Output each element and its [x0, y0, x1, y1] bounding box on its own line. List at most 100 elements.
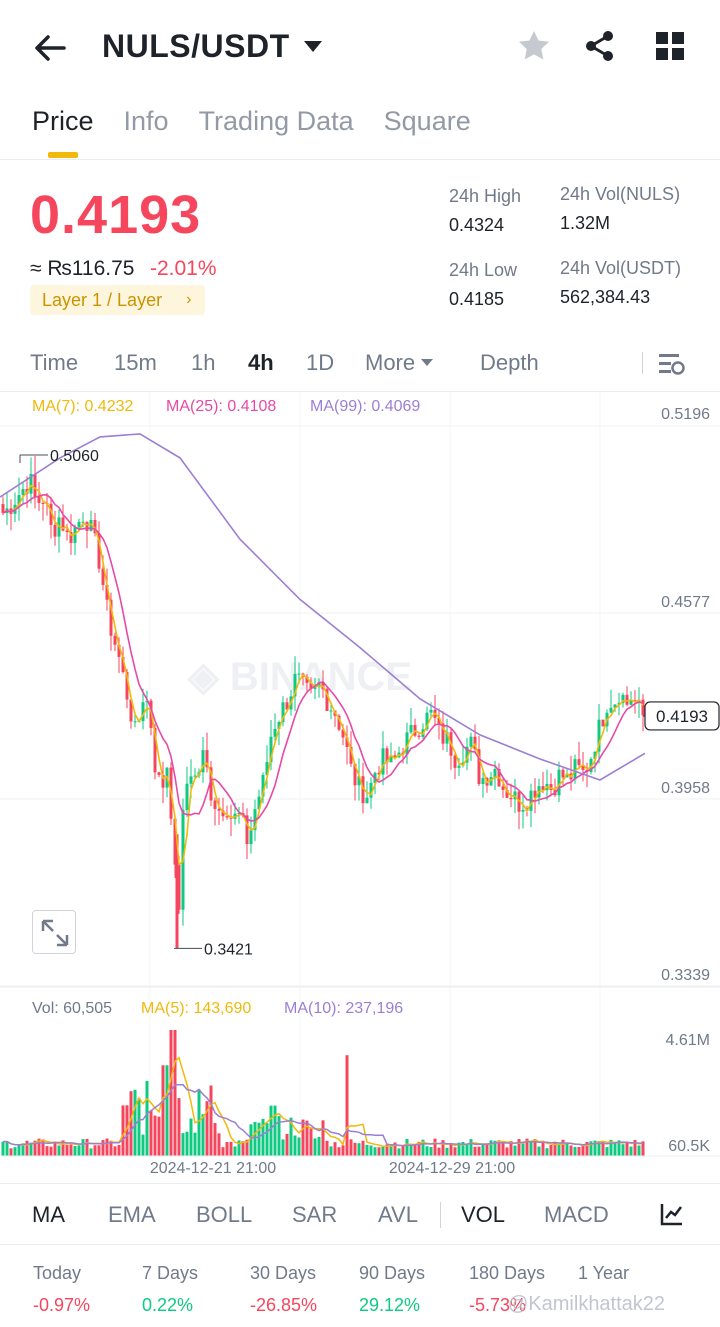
indicator-boll[interactable]: BOLL — [196, 1202, 253, 1227]
indicator-ma[interactable]: MA — [32, 1202, 65, 1227]
candle-body — [597, 719, 601, 752]
expand-button[interactable] — [32, 910, 76, 954]
share-icon[interactable] — [582, 28, 618, 64]
volume-bar — [61, 1140, 65, 1156]
volume-bar — [625, 1142, 629, 1156]
volume-bar — [157, 1116, 161, 1156]
volume-bar — [9, 1148, 13, 1156]
volume-bar — [541, 1140, 545, 1156]
volume-bar — [137, 1098, 141, 1156]
volume-bar — [305, 1120, 309, 1156]
volume-bar — [445, 1147, 449, 1156]
indicator-macd[interactable]: MACD — [544, 1202, 609, 1227]
perf-value-today: -0.97% — [33, 1295, 91, 1315]
indicator-avl[interactable]: AVL — [378, 1202, 418, 1227]
candle-body — [445, 732, 449, 744]
volume-bar — [629, 1146, 633, 1156]
candle-body — [205, 750, 209, 768]
candle-body — [209, 767, 213, 801]
indicator-settings-icon[interactable] — [658, 1200, 686, 1228]
volume-bar — [397, 1148, 401, 1156]
tab-trading-data[interactable]: Trading Data — [198, 106, 354, 136]
candle-body — [37, 496, 41, 503]
interval-4h[interactable]: 4h — [248, 350, 274, 375]
volume-bar — [181, 1133, 185, 1156]
volume-bar — [573, 1146, 577, 1156]
volume-bar — [93, 1145, 97, 1156]
volume-tick-label: 60.5K — [668, 1138, 710, 1155]
candle-body — [501, 786, 505, 790]
volume-bar — [489, 1140, 493, 1156]
candle-body — [177, 864, 181, 910]
candle-body — [381, 748, 385, 775]
volume-bar — [389, 1145, 393, 1156]
volume-bar — [217, 1133, 221, 1156]
volume-bar — [393, 1142, 397, 1156]
volume-bar — [253, 1121, 257, 1156]
indicator-vol[interactable]: VOL — [461, 1202, 506, 1227]
star-icon[interactable] — [516, 28, 552, 64]
candle-body — [277, 722, 281, 729]
high-value: 0.4324 — [449, 215, 505, 235]
volume-bar — [45, 1146, 49, 1156]
volume-bar — [193, 1132, 197, 1156]
tab-info[interactable]: Info — [123, 106, 169, 136]
pair-selector[interactable]: NULS/USDT — [102, 28, 322, 65]
tab-square[interactable]: Square — [383, 106, 471, 136]
volume-bar — [209, 1085, 213, 1156]
volume-bar — [105, 1138, 109, 1156]
y-tick-label: 0.5196 — [661, 406, 710, 423]
candle-body — [65, 530, 69, 533]
perf-label-7d: 7 Days — [142, 1263, 199, 1283]
volume-bar — [465, 1144, 469, 1156]
candle-body — [633, 700, 637, 702]
grid-icon[interactable] — [652, 28, 688, 64]
interval-15m[interactable]: 15m — [114, 350, 157, 375]
high-label: 24h High — [449, 186, 522, 206]
candle-body — [429, 709, 433, 713]
volume-bar — [349, 1139, 353, 1156]
indicator-ema[interactable]: EMA — [108, 1202, 156, 1227]
candle-body — [245, 815, 249, 845]
interval-more[interactable]: More — [365, 350, 434, 376]
candle-body — [417, 735, 421, 737]
volume-bar — [269, 1105, 273, 1156]
volume-bar — [245, 1139, 249, 1156]
candle-body — [129, 699, 133, 722]
interval-1h[interactable]: 1h — [191, 350, 216, 375]
interval-time[interactable]: Time — [30, 350, 79, 375]
interval-1d[interactable]: 1D — [306, 350, 335, 375]
tab-price[interactable]: Price — [32, 106, 94, 158]
last-price-label: 0.4193 — [656, 707, 708, 726]
volume-bar — [141, 1134, 145, 1156]
candle-body — [481, 777, 485, 785]
interval-depth[interactable]: Depth — [480, 350, 539, 375]
volume-bar — [485, 1144, 489, 1156]
volume-bar — [601, 1141, 605, 1156]
price-chart[interactable]: ◈ BINANCE0.51960.45770.39580.33390.50600… — [0, 392, 720, 1182]
volume-bar — [273, 1105, 277, 1156]
volume-bar — [621, 1144, 625, 1156]
volume-bar — [581, 1145, 585, 1156]
volume-bar — [533, 1139, 537, 1156]
volume-bar — [241, 1141, 245, 1156]
candle-body — [101, 568, 105, 585]
volume-bar — [569, 1145, 573, 1156]
volume-bar — [481, 1143, 485, 1156]
ma25-line — [2, 493, 644, 822]
back-arrow-icon[interactable] — [30, 28, 70, 68]
indicator-sar[interactable]: SAR — [292, 1202, 338, 1227]
candle-body — [341, 729, 345, 738]
candle-body — [437, 717, 441, 724]
volume-bar — [233, 1146, 237, 1156]
chart-settings-icon[interactable] — [656, 350, 686, 378]
volume-bar — [285, 1133, 289, 1156]
volume-bar — [169, 1030, 173, 1156]
low-label: 24h Low — [449, 260, 518, 280]
candle-body — [493, 769, 497, 778]
candle-body — [217, 808, 221, 811]
candle-body — [201, 750, 205, 773]
category-tag[interactable]: Layer 1 / Layer › — [30, 285, 206, 315]
candle-body — [157, 772, 161, 775]
perf-value-90d: 29.12% — [359, 1295, 421, 1315]
